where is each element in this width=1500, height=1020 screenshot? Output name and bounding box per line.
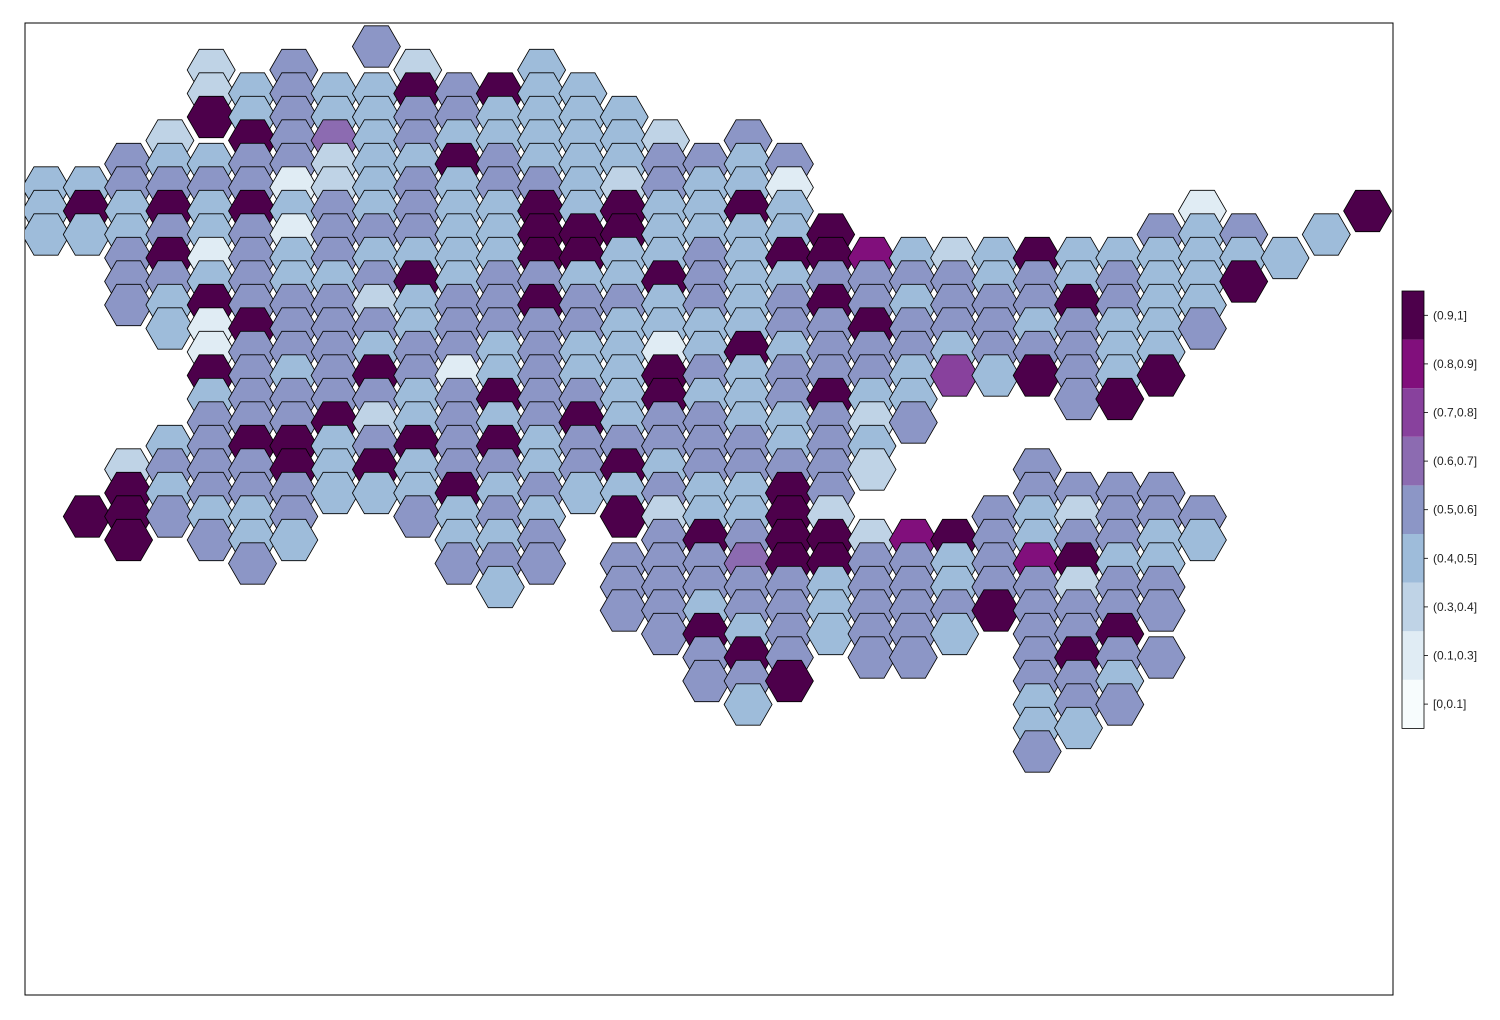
legend-frame [1401,290,1425,729]
legend-swatch [1402,436,1424,486]
legend-label: (0.7,0.8] [1433,406,1477,420]
legend: [0,0.1] (0.1,0.3] (0.3,0.4] (0.4,0.5] (0.5,0… [1401,290,1477,729]
hex-cell [1012,730,1062,773]
hex-cell [1136,354,1186,397]
hex-cell [1136,589,1186,632]
hex-cell [930,612,980,656]
hex-cell [351,25,401,68]
legend-swatch [1402,485,1424,534]
hex-cell [228,542,277,585]
hex-cell [1095,683,1145,726]
hex-cell [1054,706,1103,750]
legend-label: (0.5,0.6] [1433,503,1477,517]
hex-cell [1136,636,1186,679]
hex-cell [764,659,814,703]
legend-swatch [1402,679,1424,729]
hex-cell [104,518,154,562]
hex-cell [1177,518,1227,562]
hex-cell [1343,189,1393,233]
hex-cell [1260,236,1310,280]
legend-label: (0.6,0.7] [1433,454,1477,468]
hex-cell [888,401,938,444]
legend-swatch [1402,582,1424,632]
hex-cell [1177,307,1227,350]
hex-cell [723,683,773,726]
hex-cell [269,518,319,562]
legend-label: (0.1,0.3] [1433,649,1477,663]
hex-cell [888,636,938,679]
legend-label: (0.4,0.5] [1433,551,1477,565]
legend-swatch [1402,339,1424,389]
legend-swatch [1402,291,1424,340]
legend-label: (0.3,0.4] [1433,600,1477,614]
hex-cell [1219,260,1269,303]
legend-swatch [1402,631,1424,680]
legend-label: [0,0.1] [1433,697,1466,711]
legend-swatch [1402,534,1424,583]
legend-label: (0.8,0.9] [1433,357,1477,371]
hex-cell [517,542,567,585]
hex-cell-layer [25,25,1393,773]
hex-cell [847,448,897,491]
hex-cell [1095,377,1145,421]
legend-swatch [1402,388,1424,437]
hex-cell [1301,213,1351,256]
hex-cell [475,565,525,609]
legend-label: (0.9,1] [1433,308,1467,322]
